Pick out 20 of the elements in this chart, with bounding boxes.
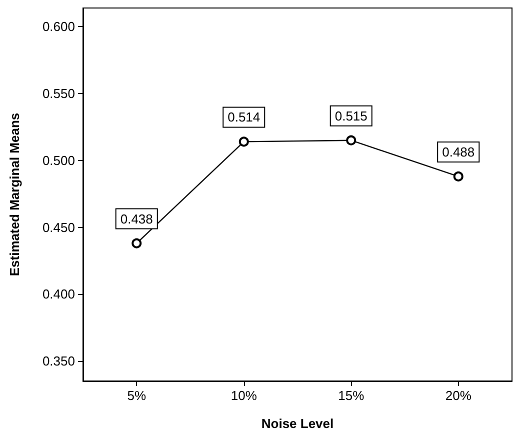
point bbox=[346, 135, 356, 146]
y-tick-label: 0.500 bbox=[42, 152, 75, 168]
data-label: 0.515 bbox=[334, 108, 368, 124]
x-tick-label: 20% bbox=[445, 388, 472, 403]
data-label: 0.514 bbox=[228, 110, 260, 125]
y-tick-label: 0.450 bbox=[42, 220, 75, 235]
y-tick-label: 0.400 bbox=[42, 286, 75, 302]
point bbox=[453, 171, 464, 182]
data-label: 0.438 bbox=[120, 211, 153, 226]
point bbox=[132, 238, 142, 248]
data-label: 0.488 bbox=[442, 144, 475, 160]
x-tick-label: 5% bbox=[127, 388, 146, 403]
x-tick-label: 10% bbox=[230, 388, 258, 403]
x-axis-title: Noise Level bbox=[261, 416, 334, 431]
y-tick-label: 0.350 bbox=[42, 353, 75, 368]
x-tick-label: 15% bbox=[338, 388, 365, 403]
point bbox=[238, 136, 249, 147]
y-tick-label: 0.600 bbox=[42, 19, 75, 34]
y-axis-title: Estimated Marginal Means bbox=[7, 112, 22, 276]
y-tick-label: 0.550 bbox=[42, 86, 75, 102]
